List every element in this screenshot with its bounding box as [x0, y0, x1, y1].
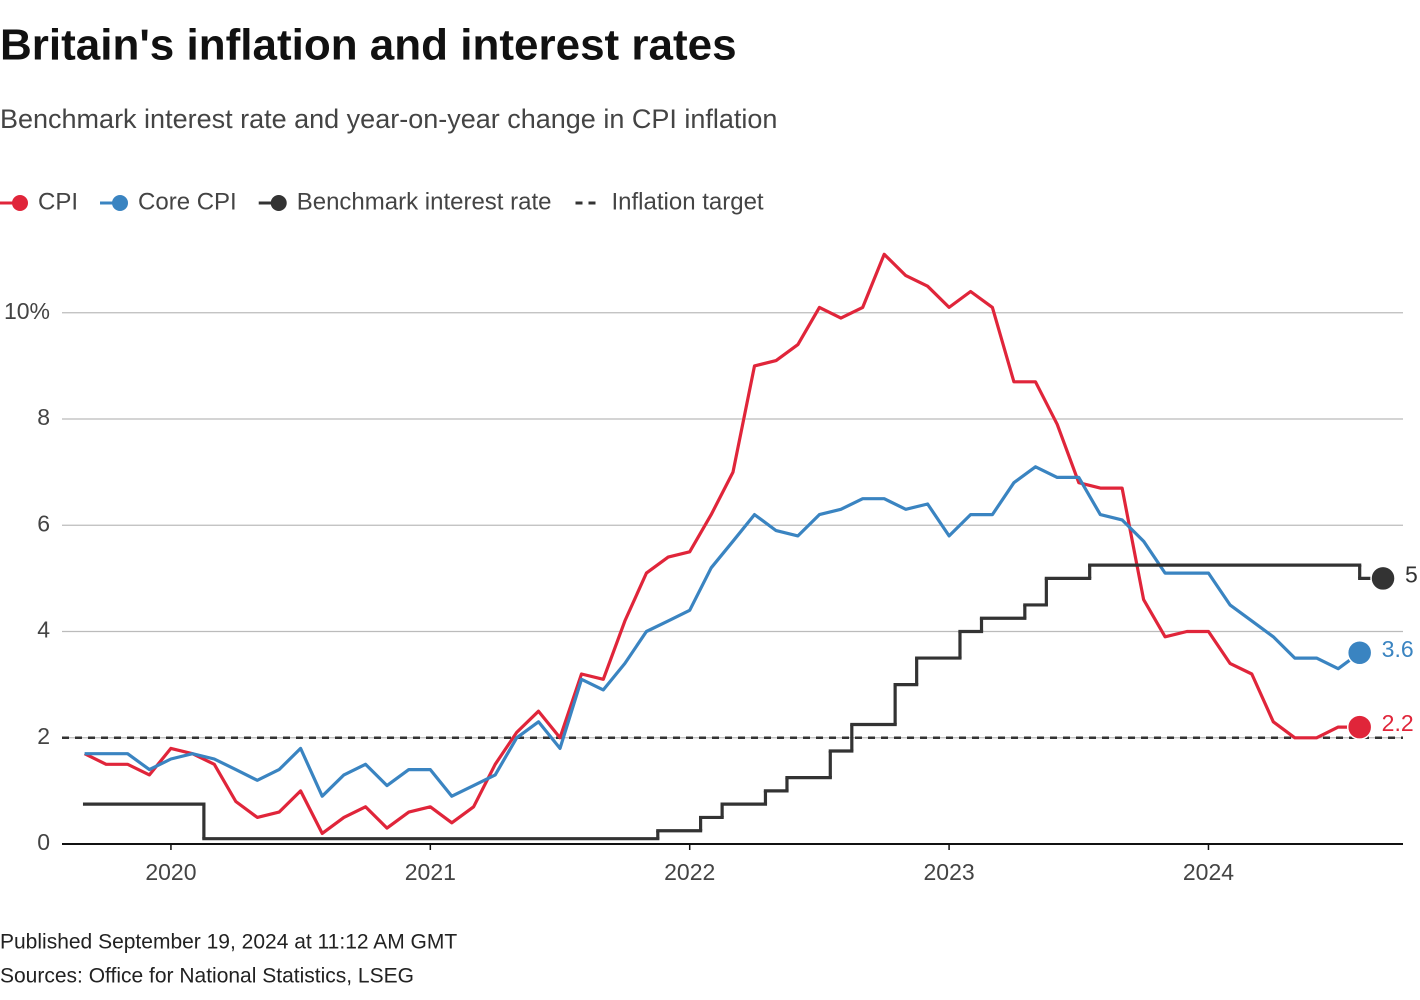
legend-label: CPI [38, 188, 78, 215]
legend-swatch [12, 195, 28, 211]
x-tick-label: 2023 [923, 859, 974, 885]
legend-swatch [270, 195, 287, 211]
legend-label: Inflation target [612, 188, 764, 215]
y-tick-label: 2 [37, 723, 50, 749]
x-tick-label: 2021 [405, 859, 456, 885]
end-value-label: 5 [1405, 561, 1418, 587]
end-dot [1346, 714, 1373, 740]
x-tick-label: 2022 [664, 859, 715, 885]
series-line [84, 465, 1361, 798]
y-tick-label: 6 [37, 510, 50, 536]
y-tick-label: 8 [37, 404, 50, 430]
end-dot [1370, 565, 1396, 592]
x-tick-label: 2024 [1183, 859, 1234, 885]
y-tick-label: 10% [4, 298, 50, 324]
y-tick-label: 0 [37, 829, 50, 855]
series-line [83, 252, 1360, 835]
legend-label: Core CPI [138, 188, 237, 215]
published-note: Published September 19, 2024 at 11:12 AM… [0, 931, 457, 954]
end-value-label: 2.2 [1382, 710, 1414, 736]
end-value-label: 3.6 [1382, 636, 1414, 662]
chart-subtitle: Benchmark interest rate and year-on-year… [0, 104, 777, 134]
x-tick-label: 2020 [145, 859, 196, 885]
chart-title: Britain's inflation and interest rates [0, 21, 737, 70]
legend-label: Benchmark interest rate [297, 188, 552, 215]
end-dot [1346, 640, 1373, 666]
source-note: Sources: Office for National Statistics,… [0, 965, 414, 988]
legend-swatch [112, 195, 129, 211]
y-tick-label: 4 [37, 617, 50, 643]
